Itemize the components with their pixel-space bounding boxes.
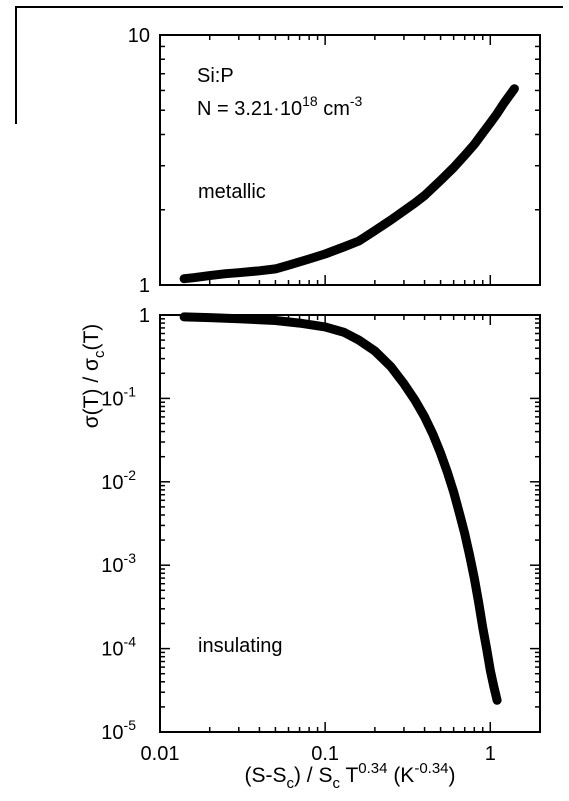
x-tick-label: 0.1 <box>311 743 339 765</box>
y-tick-label: 1 <box>139 305 150 327</box>
y-tick-label: 10-2 <box>101 467 136 494</box>
metallic-label: metallic <box>198 181 266 203</box>
material-label: Si:P <box>197 65 234 87</box>
metallic-curve <box>179 84 519 284</box>
frame-edge-top <box>15 6 563 8</box>
y-axis-title: σ(T) / σc(T) <box>80 324 108 429</box>
insulating-label: insulating <box>198 635 283 657</box>
y-tick-label: 10-4 <box>101 634 136 661</box>
y-axis-title-pre: σ(T) / σ <box>80 358 103 428</box>
tick-marks <box>159 34 541 733</box>
bottom-panel-frame <box>159 314 541 733</box>
y-tick-label: 10-5 <box>101 717 136 744</box>
density-unit-exp: -3 <box>350 93 363 109</box>
density-exp: 18 <box>302 93 318 109</box>
y-axis-title-post: (T) <box>80 324 103 351</box>
y-axis-title-sub: c <box>91 350 108 358</box>
x-axis-title-sub1: c <box>286 775 294 792</box>
y-tick-label: 10-1 <box>101 383 136 410</box>
tick-labels: 10 1 1 10-1 10-2 10-3 10-4 10-50.01 0.1 1 <box>101 25 496 765</box>
x-axis-title-t: T <box>340 764 358 787</box>
x-tick-label: 1 <box>485 743 496 765</box>
x-axis-title-t-exp: 0.34 <box>358 760 387 777</box>
x-axis-title: (S-Sc) / Sc T0.34 (K-0.34) <box>244 760 455 792</box>
x-axis-title-sub2: c <box>332 775 340 792</box>
insulating-curve <box>179 312 502 705</box>
x-axis-title-pre: (S-S <box>244 764 286 787</box>
density-unit: cm <box>318 98 350 120</box>
density-base: N = 3.21·10 <box>197 98 302 120</box>
y-tick-label: 10 <box>128 25 150 47</box>
x-axis-title-unit-exp: -0.34 <box>414 760 448 777</box>
x-tick-label: 0.01 <box>141 743 180 765</box>
frame-edge-left <box>15 6 17 124</box>
top-panel-frame <box>159 34 541 286</box>
x-axis-title-unit: (K <box>387 764 414 787</box>
x-axis-title-end: ) <box>449 764 456 787</box>
y-tick-label: 10-3 <box>101 550 136 577</box>
density-label: N = 3.21·1018 cm-3 <box>197 93 363 120</box>
y-tick-label: 1 <box>139 275 150 297</box>
x-axis-title-mid: ) / S <box>294 764 333 787</box>
